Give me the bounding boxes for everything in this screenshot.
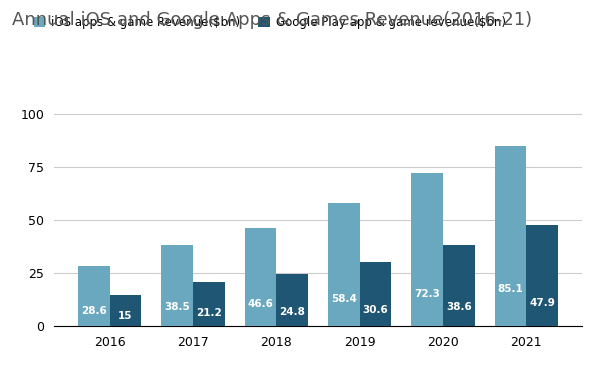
Text: 85.1: 85.1 <box>497 284 523 294</box>
Text: 47.9: 47.9 <box>529 298 555 308</box>
Bar <box>277 274 308 326</box>
Bar <box>443 244 475 326</box>
Bar <box>161 245 193 326</box>
Bar <box>78 266 110 326</box>
Legend: iOS apps & game Revenue($bn), Google Play app & game revenue($bn): iOS apps & game Revenue($bn), Google Pla… <box>34 16 506 29</box>
Text: 58.4: 58.4 <box>331 294 357 304</box>
Text: 15: 15 <box>118 311 133 321</box>
Text: 38.6: 38.6 <box>446 302 472 312</box>
Bar <box>110 295 142 326</box>
Text: Annual iOS and Google Apps & Games Revenue(2016-21): Annual iOS and Google Apps & Games Reven… <box>12 11 532 29</box>
Bar <box>193 282 224 326</box>
Text: 30.6: 30.6 <box>362 305 388 315</box>
Text: 28.6: 28.6 <box>81 306 107 316</box>
Bar <box>359 262 391 326</box>
Text: 24.8: 24.8 <box>279 307 305 317</box>
Bar <box>494 146 526 326</box>
Text: 72.3: 72.3 <box>414 289 440 299</box>
Bar <box>328 203 359 326</box>
Text: 38.5: 38.5 <box>164 302 190 312</box>
Text: 21.2: 21.2 <box>196 308 222 318</box>
Bar <box>526 225 558 326</box>
Bar <box>245 228 277 326</box>
Text: 46.6: 46.6 <box>248 299 274 309</box>
Bar <box>412 173 443 326</box>
